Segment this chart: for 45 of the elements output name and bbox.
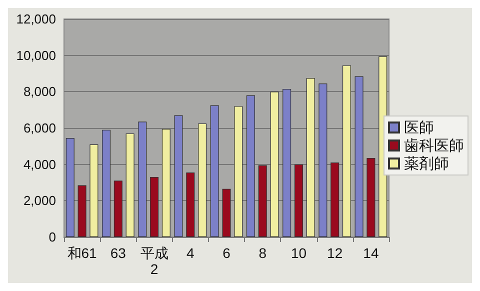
bar — [162, 128, 170, 237]
legend-label: 歯科医師 — [404, 136, 464, 154]
bar — [270, 92, 279, 237]
bar — [342, 65, 351, 237]
bar — [294, 164, 303, 237]
y-tick-label: 6,000 — [23, 120, 56, 136]
x-tick-label: 63 — [110, 245, 126, 261]
bar — [114, 180, 122, 237]
x-tick-label: 14 — [363, 245, 379, 261]
bar — [366, 158, 376, 237]
bar — [150, 177, 159, 237]
x-tick-label: 8 — [258, 245, 267, 261]
bar — [210, 105, 219, 237]
legend-label: 薬剤師 — [404, 154, 449, 172]
bar — [198, 123, 207, 237]
bar — [234, 106, 243, 237]
y-tick-label: 4,000 — [23, 156, 56, 172]
bar — [90, 144, 98, 237]
bar — [102, 130, 111, 237]
bar — [186, 172, 195, 237]
y-tick-label: 8,000 — [23, 84, 56, 100]
x-tick-label: 平成 2 — [140, 245, 168, 277]
bar — [330, 162, 340, 237]
bar — [258, 165, 267, 237]
bar — [78, 185, 86, 237]
bar — [246, 95, 255, 237]
y-tick-label: 2,000 — [23, 193, 56, 208]
legend-label: 医師 — [404, 118, 434, 136]
y-tick-label: 10,000 — [16, 48, 56, 63]
y-tick-label: 0 — [48, 230, 56, 244]
bar — [354, 76, 364, 237]
bar — [138, 122, 147, 237]
bar — [66, 138, 74, 237]
bar — [126, 133, 134, 237]
x-tick-label: 10 — [290, 245, 307, 261]
x-tick-label: 4 — [186, 245, 194, 261]
y-tick-label: 12,000 — [16, 12, 56, 26]
bar — [282, 88, 292, 237]
bar — [318, 83, 328, 237]
bar — [174, 115, 183, 237]
bar — [306, 78, 315, 237]
x-tick-label: 6 — [222, 245, 231, 261]
x-tick-label: 12 — [327, 245, 343, 261]
x-tick-label: 和61 — [67, 245, 98, 261]
bar — [222, 188, 231, 237]
